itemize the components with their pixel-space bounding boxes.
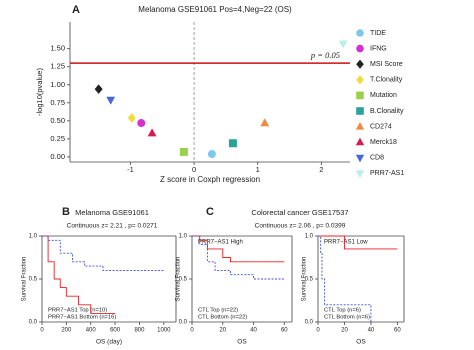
chart-title: Melanoma GSE91061 [75, 208, 149, 217]
chart-title: Melanoma GSE91061 Pos=4,Neg=22 (OS) [138, 5, 292, 14]
data-point [260, 118, 270, 127]
data-point [228, 139, 237, 148]
survival-curve [42, 235, 116, 314]
panel-label: B [62, 206, 70, 218]
y-tick-label: 0.0 [179, 320, 188, 326]
legend-marker [355, 170, 365, 178]
legend-marker [355, 137, 365, 146]
x-tick-label: 1000 [157, 328, 171, 334]
legend-label: T.Clonality [370, 77, 403, 84]
legend-marker [355, 154, 365, 163]
y-tick-label: 0.50 [50, 116, 65, 125]
legend-marker [356, 91, 364, 100]
panel-label: C [206, 206, 214, 218]
data-point [94, 84, 103, 94]
survival-curve [318, 235, 372, 322]
chart-title: Colorectal cancer GSE17537 [251, 208, 348, 217]
x-tick-label: 800 [134, 328, 145, 334]
y-tick-label: 1.0 [179, 234, 188, 240]
legend-label: CTL Top (n=22) [198, 308, 238, 314]
x-tick-label: 20 [341, 328, 348, 334]
chart-subtitle: Continuous z= 2.06 , p= 0.0399 [255, 223, 346, 230]
x-tick-label: 200 [61, 328, 72, 334]
legend-marker [355, 122, 365, 130]
legend-label: PRR7−AS1 Top (n=10) [48, 308, 107, 314]
y-tick-label: 0.00 [50, 152, 65, 161]
y-axis-label: Survival Fraction [176, 257, 182, 302]
x-tick-label: 0 [192, 165, 196, 174]
legend-label: IFNG [370, 45, 387, 52]
legend-label: Mutation [370, 92, 397, 99]
x-axis-label: OS [237, 339, 247, 346]
legend-marker [356, 107, 364, 115]
legend-label: CTL Bottom (n=6) [324, 315, 370, 321]
legend-label: MSI Score [370, 61, 403, 68]
panel-label: A [72, 4, 80, 16]
legend-marker [356, 29, 364, 37]
y-tick-label: 1.25 [50, 62, 65, 71]
x-tick-label: 0 [190, 328, 194, 334]
y-tick-label: 0.0 [305, 320, 314, 326]
y-tick-label: 1.0 [305, 234, 314, 240]
y-tick-label: 0.75 [50, 98, 65, 107]
x-tick-label: -1 [127, 165, 134, 174]
x-tick-label: 60 [394, 328, 401, 334]
y-tick-label: 1.0 [29, 234, 38, 240]
chart-subtitle: Continuous z= 2.21 , p= 0.0271 [67, 223, 158, 230]
data-point [147, 128, 157, 137]
y-tick-label: 0.25 [50, 134, 65, 143]
x-tick-label: 60 [281, 328, 288, 334]
survival-curve [192, 235, 285, 263]
data-point [338, 40, 348, 49]
legend-label: CTL Bottom (n=22) [198, 315, 247, 321]
x-tick-label: 400 [86, 328, 97, 334]
legend-label: TIDE [370, 30, 386, 37]
y-axis-label: Survival Fraction [302, 257, 308, 302]
data-point [137, 119, 146, 128]
x-tick-label: 1 [256, 165, 260, 174]
x-tick-label: 2 [319, 165, 323, 174]
data-point [127, 113, 136, 123]
survival-curve [192, 235, 285, 280]
legend-marker [356, 59, 364, 69]
legend-marker [356, 44, 364, 53]
y-tick-label: 0.5 [179, 277, 188, 283]
x-axis-label: OS [356, 339, 366, 346]
y-tick-label: 0.5 [305, 277, 314, 283]
legend-label: CTL Top (n=6) [324, 308, 361, 314]
data-point [106, 96, 116, 105]
legend-label: Merck18 [370, 139, 397, 146]
legend-label: CD274 [370, 123, 392, 130]
y-tick-label: 1.00 [50, 80, 65, 89]
x-tick-label: 0 [40, 328, 44, 334]
legend-label: PRR7-AS1 [370, 170, 404, 177]
x-axis-label: OS (day) [96, 339, 122, 346]
panel-header: PRR7−AS1 High [198, 240, 243, 246]
y-axis-label: -log10(pvalue) [35, 68, 44, 116]
panel-header: PRR7−AS1 Low [324, 240, 368, 246]
legend-label: B.Clonality [370, 108, 404, 115]
y-tick-label: 0.0 [29, 320, 38, 326]
x-axis-label: Z score in Coxph regression [160, 175, 260, 184]
legend-label: CD8 [370, 155, 384, 162]
threshold-label: p = 0.05 [310, 50, 340, 60]
x-tick-label: 40 [250, 328, 257, 334]
legend-marker [356, 75, 364, 85]
survival-curve [42, 235, 164, 271]
data-point [207, 150, 216, 159]
x-tick-label: 600 [110, 328, 121, 334]
x-tick-label: 0 [316, 328, 320, 334]
x-tick-label: 40 [368, 328, 375, 334]
survival-curve [318, 235, 398, 250]
y-tick-label: 0.5 [29, 277, 38, 283]
y-axis-label: Survival Fraction [22, 257, 28, 302]
x-tick-label: 20 [219, 328, 226, 334]
y-tick-label: 1.50 [50, 44, 65, 53]
data-point [179, 147, 188, 156]
legend-label: PRR7−AS1 Bottom (n=16) [48, 315, 116, 321]
